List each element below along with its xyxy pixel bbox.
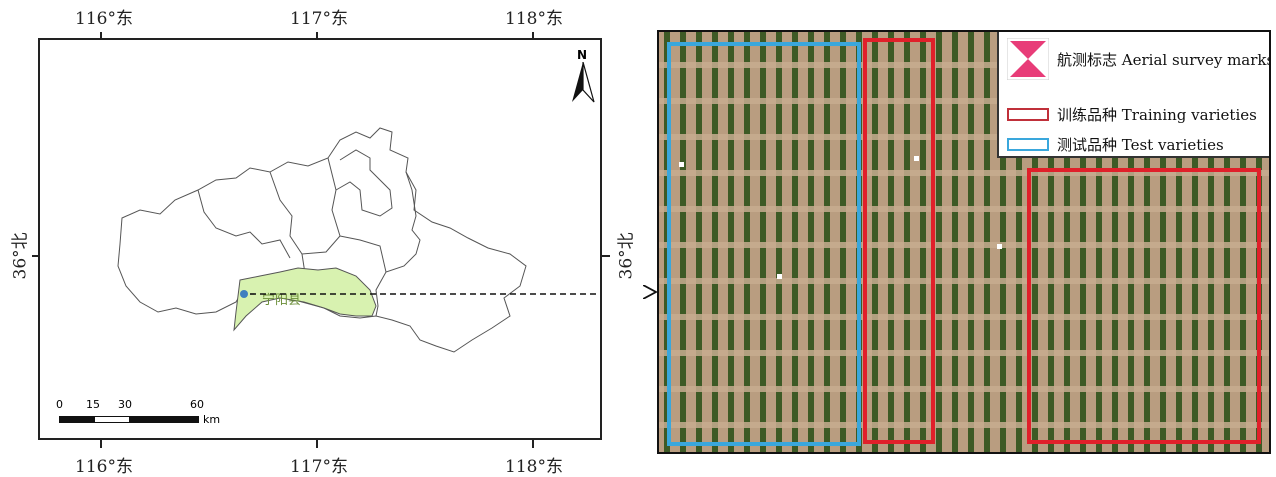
ningyang-county (233, 267, 377, 332)
frame-tick (532, 32, 534, 40)
top-lon-label-117: 117°东 (290, 9, 348, 29)
legend-item-test: 测试品种 Test varieties (1007, 134, 1224, 155)
top-lon-label-118: 118°东 (505, 9, 563, 29)
scale-tick-label: 60 (190, 398, 204, 411)
north-arrow-label: N (577, 48, 588, 62)
scale-tick-label: 15 (86, 398, 100, 411)
map-frame: 宁阳县 N 0 15 30 60 km (32, 32, 610, 448)
legend: 航测标志 Aerial survey marks 训练品种 Training v… (997, 32, 1269, 158)
region-outline (117, 127, 527, 353)
scale-bar-graphic (59, 416, 199, 423)
frame-tick (32, 255, 40, 257)
legend-label-survey-marks: 航测标志 Aerial survey marks (1057, 50, 1271, 69)
arrowhead-icon (643, 285, 657, 299)
aerial-survey-marker (914, 156, 919, 161)
blue-box-icon (1007, 138, 1049, 151)
north-arrow-icon (572, 62, 595, 103)
frame-tick (100, 32, 102, 40)
county-label: 宁阳县 (262, 292, 301, 308)
district-boundary (269, 157, 341, 255)
region-map: 宁阳县 (117, 127, 600, 353)
training-varieties-box (1027, 168, 1261, 444)
training-varieties-box (863, 38, 935, 444)
bottom-lon-label-117: 117°东 (290, 457, 348, 477)
red-box-icon (1007, 108, 1049, 121)
scale-tick-label: 0 (56, 398, 63, 411)
legend-item-survey-marks: 航测标志 Aerial survey marks (1007, 38, 1271, 80)
scale-bar: 0 15 30 60 km (54, 398, 254, 428)
aerial-survey-marker (997, 244, 1002, 249)
scale-tick-label: 30 (118, 398, 132, 411)
aerial-survey-marker (777, 274, 782, 279)
district-boundary (375, 171, 421, 317)
bottom-lon-label-116: 116°东 (75, 457, 133, 477)
aerial-photo: 航测标志 Aerial survey marks 训练品种 Training v… (657, 30, 1271, 454)
frame-tick (316, 440, 318, 448)
legend-label-test: 测试品种 Test varieties (1057, 136, 1224, 154)
frame-tick (602, 255, 610, 257)
frame-tick (532, 440, 534, 448)
frame-tick (100, 440, 102, 448)
district-boundary (335, 149, 393, 217)
top-lon-label-116: 116°东 (75, 9, 133, 29)
aerial-survey-mark-icon (1007, 38, 1049, 80)
scale-unit-label: km (203, 413, 221, 426)
lat-label-left: 36°北 (10, 232, 31, 280)
legend-label-training: 训练品种 Training varieties (1057, 106, 1257, 124)
aerial-survey-marker (679, 162, 684, 167)
test-varieties-box (667, 42, 861, 446)
lat-label-right: 36°北 (616, 232, 637, 280)
district-boundary (197, 189, 291, 259)
district-boundary (339, 235, 387, 273)
county-location-point (240, 290, 248, 298)
bottom-lon-label-118: 118°东 (505, 457, 563, 477)
north-arrow: N (568, 48, 598, 104)
frame-tick (316, 32, 318, 40)
legend-item-training: 训练品种 Training varieties (1007, 104, 1257, 125)
